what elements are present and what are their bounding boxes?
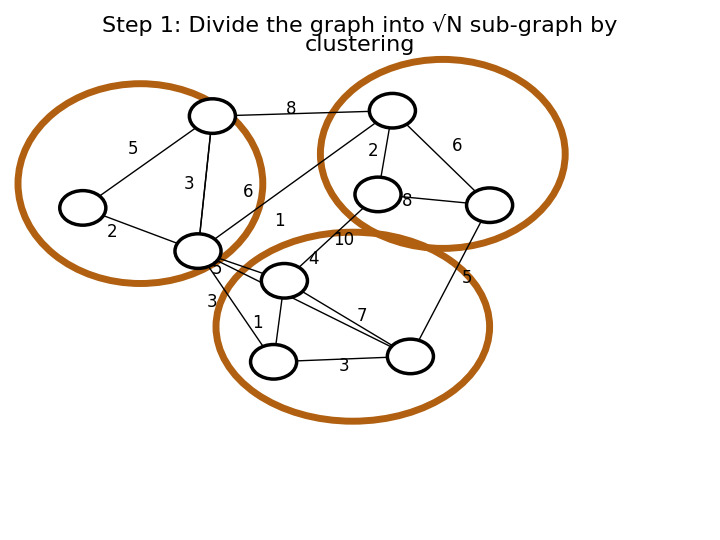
Circle shape	[261, 264, 307, 298]
Circle shape	[467, 188, 513, 222]
Text: 6: 6	[243, 183, 253, 201]
Text: clustering: clustering	[305, 35, 415, 55]
Text: 3: 3	[207, 293, 217, 312]
Text: 5: 5	[212, 260, 222, 278]
Text: 10: 10	[333, 231, 355, 249]
Text: 5: 5	[128, 139, 138, 158]
Circle shape	[355, 177, 401, 212]
Text: 3: 3	[184, 174, 194, 193]
Circle shape	[189, 99, 235, 133]
Circle shape	[60, 191, 106, 225]
Circle shape	[251, 345, 297, 379]
Text: 1: 1	[274, 212, 284, 231]
Text: 1: 1	[253, 314, 263, 332]
Text: 8: 8	[402, 192, 412, 210]
Text: 2: 2	[107, 223, 117, 241]
Circle shape	[369, 93, 415, 128]
Text: Step 1: Divide the graph into √N sub-graph by: Step 1: Divide the graph into √N sub-gra…	[102, 14, 618, 36]
Circle shape	[175, 234, 221, 268]
Text: 3: 3	[339, 357, 349, 375]
Text: 7: 7	[357, 307, 367, 325]
Text: 8: 8	[287, 100, 297, 118]
Text: 2: 2	[368, 142, 378, 160]
Text: 6: 6	[452, 137, 462, 155]
Text: 4: 4	[308, 250, 318, 268]
Circle shape	[387, 339, 433, 374]
Text: 5: 5	[462, 269, 472, 287]
